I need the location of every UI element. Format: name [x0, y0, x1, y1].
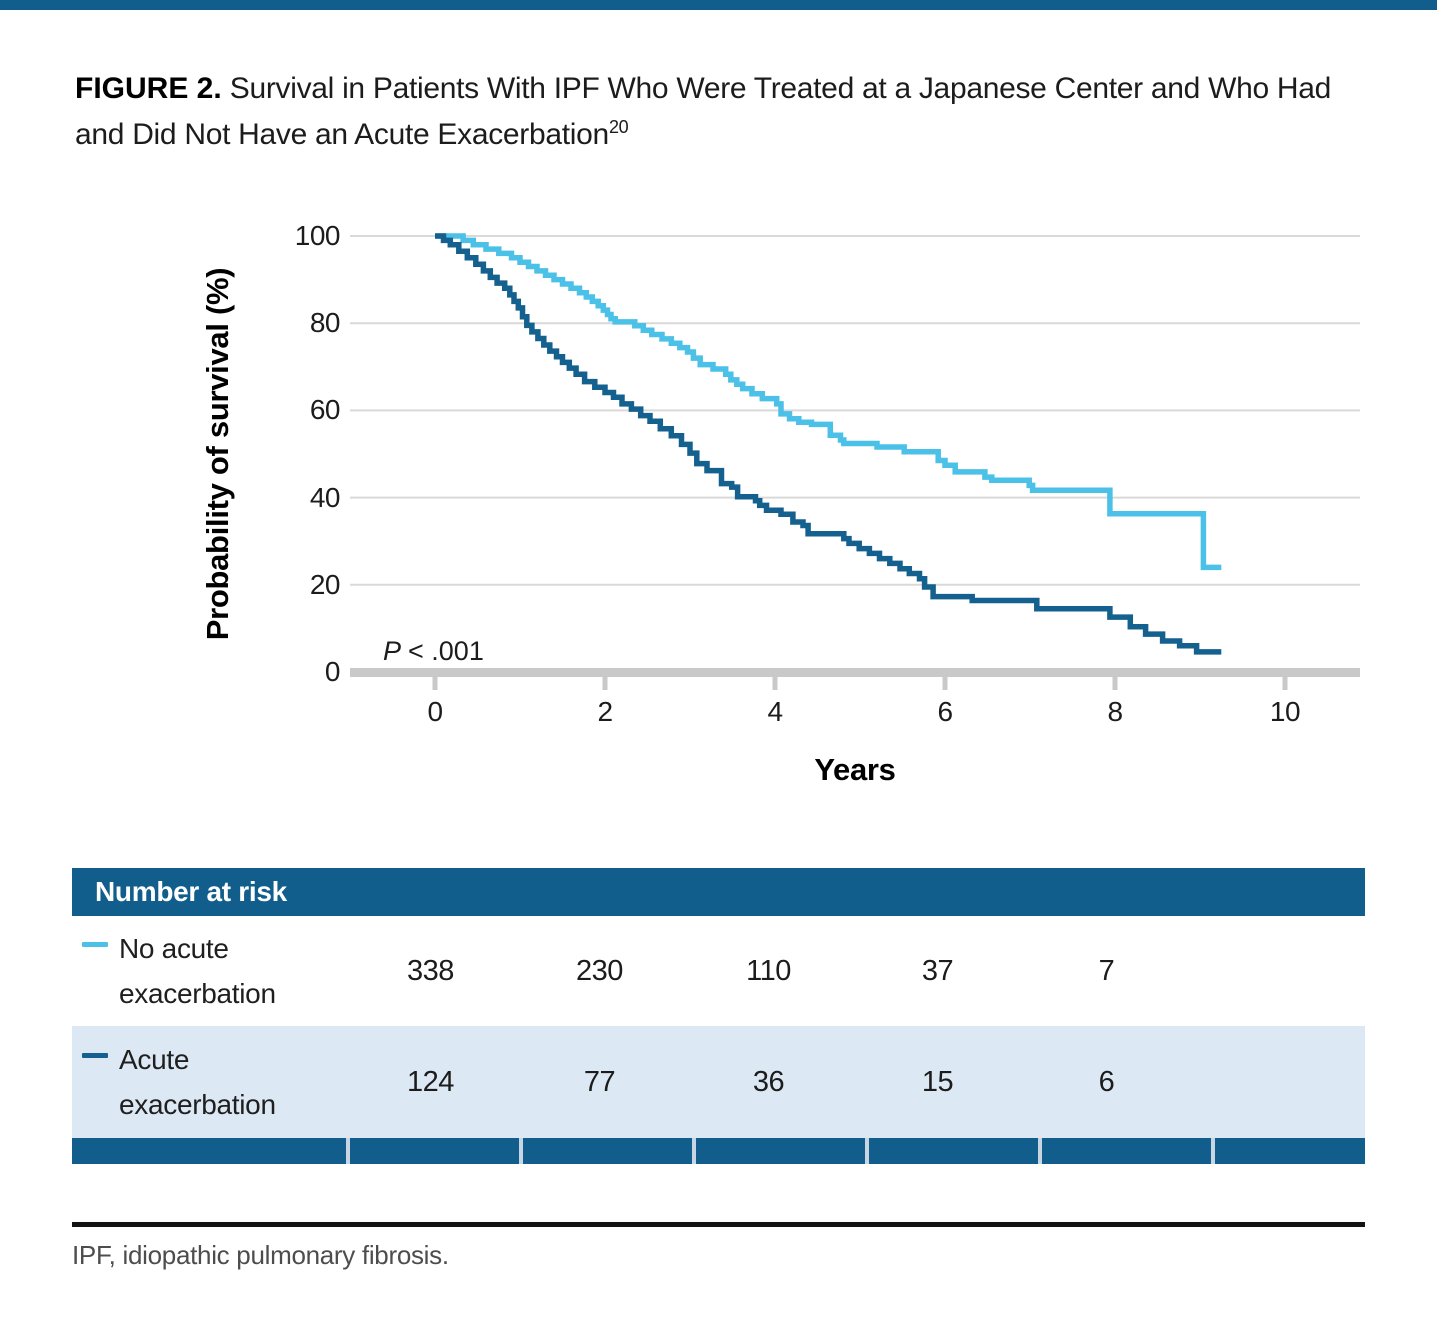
- risk-value: 6: [1098, 1065, 1115, 1098]
- risk-value: 36: [752, 1065, 785, 1098]
- risk-table-header: Number at risk: [72, 868, 1365, 916]
- p-value-annotation: P < .001: [383, 636, 484, 667]
- risk-row-label: Acute exacerbation: [119, 1044, 276, 1120]
- survival-chart: [350, 233, 1360, 690]
- x-tick-label: 10: [1269, 696, 1301, 727]
- risk-value: 77: [583, 1065, 616, 1098]
- risk-value: 7: [1098, 954, 1115, 987]
- no-acute-exacerbation-curve: [435, 233, 1222, 571]
- risk-row-label-cell: No acute exacerbation: [72, 926, 346, 1016]
- y-tick-label: 100: [294, 220, 341, 251]
- x-tick-label: 0: [427, 696, 443, 727]
- y-tick-label: 20: [309, 568, 341, 600]
- x-axis-tick: [1282, 677, 1288, 690]
- x-tick-label: 2: [597, 696, 613, 727]
- risk-row-label: No acute exacerbation: [119, 933, 276, 1009]
- risk-table-row-no-acute: No acute exacerbation 338 230 110 37 7: [72, 916, 1365, 1026]
- risk-table-row-acute: Acute exacerbation 124 77 36 15 6: [72, 1026, 1365, 1138]
- figure-title-label: FIGURE 2.: [75, 72, 222, 105]
- risk-value: 15: [921, 1065, 954, 1098]
- y-tick-label: 40: [309, 481, 341, 513]
- x-axis-tick: [432, 677, 438, 690]
- x-axis-tick: [602, 677, 608, 690]
- x-axis-tick: [1112, 677, 1118, 690]
- footnote-text: IPF, idiopathic pulmonary fibrosis.: [72, 1240, 449, 1270]
- y-tick-label: 60: [309, 394, 341, 426]
- acute-legend-dash-icon: [82, 1053, 108, 1058]
- y-axis-title: Probability of survival (%): [200, 267, 235, 641]
- risk-value: 37: [921, 954, 954, 987]
- risk-row-label-cell: Acute exacerbation: [72, 1037, 346, 1127]
- x-axis-baseline: [350, 668, 1360, 677]
- p-value-text: < .001: [408, 636, 484, 666]
- x-tick-label: 8: [1107, 696, 1123, 727]
- risk-table-bottom-bar: [72, 1138, 1365, 1164]
- y-tick-label: 80: [309, 307, 341, 339]
- figure-title: FIGURE 2. Survival in Patients With IPF …: [75, 66, 1355, 158]
- x-axis-tick: [772, 677, 778, 690]
- risk-value: 110: [746, 954, 791, 987]
- risk-value: 230: [576, 954, 623, 987]
- x-axis-tick: [942, 677, 948, 690]
- risk-value: 338: [407, 954, 454, 987]
- risk-value: 124: [407, 1065, 454, 1098]
- x-axis-title: Years: [814, 752, 896, 787]
- x-tick-label: 4: [767, 696, 783, 727]
- figure-title-reference: 20: [608, 117, 629, 137]
- footnote-divider: [72, 1222, 1365, 1227]
- top-accent-bar: [0, 0, 1437, 10]
- figure-title-text: Survival in Patients With IPF Who Were T…: [75, 72, 1332, 151]
- no-acute-legend-dash-icon: [82, 942, 108, 947]
- p-value-symbol: P: [383, 636, 402, 666]
- y-tick-label: 0: [324, 656, 341, 687]
- x-tick-label: 6: [937, 696, 953, 727]
- risk-table: Number at risk No acute exacerbation 338…: [72, 868, 1365, 1164]
- acute-exacerbation-curve: [435, 233, 1222, 655]
